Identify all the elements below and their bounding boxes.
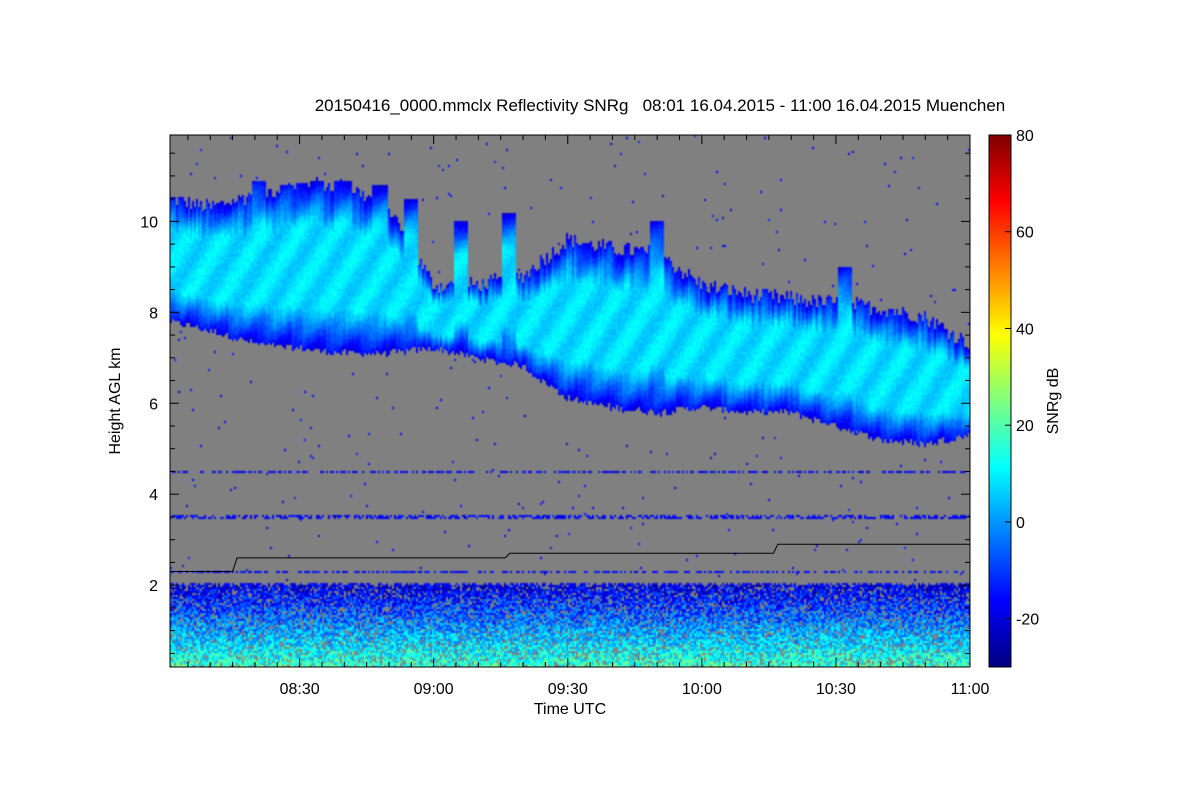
colorbar-tick-label: 0 [1016, 515, 1025, 532]
colorbar-tick-label: 40 [1016, 321, 1034, 338]
x-axis-label: Time UTC [534, 701, 606, 718]
x-tick-label: 11:00 [951, 681, 990, 698]
reflectivity-heatmap [170, 135, 970, 667]
colorbar-tick-label: 80 [1016, 128, 1034, 145]
chart-title: 20150416_0000.mmclx Reflectivity SNRg 08… [314, 96, 1006, 115]
x-tick-label: 09:30 [548, 681, 588, 698]
y-tick-label: 6 [149, 396, 158, 413]
x-tick-label: 10:00 [682, 681, 722, 698]
colorbar-tick-label: 20 [1016, 418, 1034, 435]
y-tick-label: 8 [149, 305, 158, 322]
x-tick-label: 08:30 [280, 681, 320, 698]
y-axis-label: Height AGL km [107, 347, 124, 454]
colorbar-tick-label: -20 [1016, 612, 1039, 629]
x-tick-label: 10:30 [816, 681, 856, 698]
boundary-layer-line [170, 543, 970, 572]
colorbar-label: SNRg dB [1045, 368, 1062, 435]
colorbar-ticks: -20 0 20 40 60 80 [1005, 128, 1039, 629]
colorbar [988, 134, 1012, 668]
x-axis-ticks: 08:30 09:00 09:30 10:00 10:30 11:00 [187, 135, 990, 698]
colorbar-tick-label: 60 [1016, 225, 1034, 242]
plot-frame [169, 134, 971, 668]
y-tick-label: 4 [149, 487, 158, 504]
y-tick-label: 10 [140, 214, 158, 231]
x-tick-label: 09:00 [414, 681, 454, 698]
y-axis-ticks: 2 4 6 8 10 [140, 152, 970, 654]
y-tick-label: 2 [149, 578, 158, 595]
